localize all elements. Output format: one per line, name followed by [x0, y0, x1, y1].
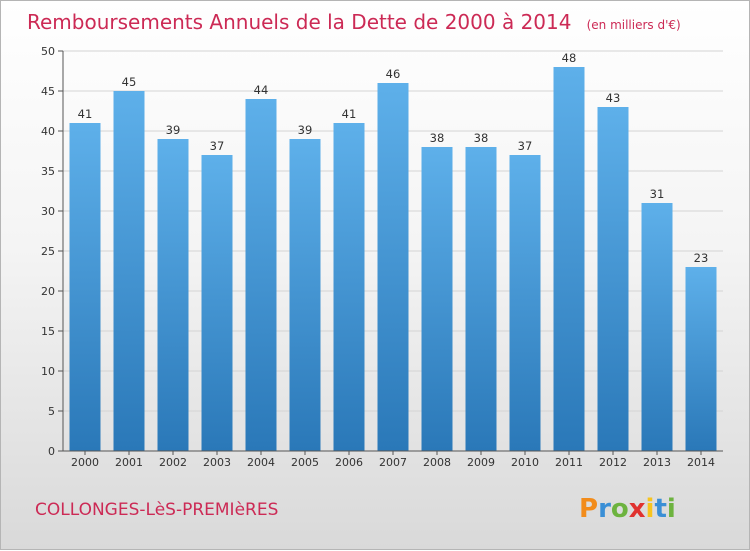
x-tick-label-2007: 2007 [379, 456, 407, 469]
y-tick-label: 50 [41, 45, 55, 58]
value-label-2009: 38 [474, 131, 489, 145]
x-tick-label-2001: 2001 [115, 456, 143, 469]
bar-2000 [69, 123, 101, 451]
x-tick-label-2003: 2003 [203, 456, 231, 469]
x-tick-label-2011: 2011 [555, 456, 583, 469]
chart-title-unit: (en milliers d'€) [587, 18, 681, 32]
y-tick-label: 10 [41, 365, 55, 378]
value-label-2008: 38 [430, 131, 445, 145]
axes: 0 5 10 15 20 25 30 35 40 45 50 2000 2001 2002 2003 2004… [41, 45, 723, 469]
city-name: COLLONGES-LèS-PREMIèRES [35, 500, 278, 520]
bar-series: 41 45 39 37 44 39 41 46 38 38 37 48 43 31 23 [69, 51, 717, 451]
x-tick-label-2002: 2002 [159, 456, 187, 469]
x-tick-label-2009: 2009 [467, 456, 495, 469]
value-label-2001: 45 [122, 75, 137, 89]
x-tick-label-2010: 2010 [511, 456, 539, 469]
y-tick-label: 25 [41, 245, 55, 258]
y-tick-label: 5 [48, 405, 55, 418]
bar-2012 [597, 107, 629, 451]
bar-2001 [113, 91, 145, 451]
value-label-2002: 39 [166, 123, 181, 137]
value-label-2005: 39 [298, 123, 313, 137]
bar-2005 [289, 139, 321, 451]
value-label-2011: 48 [562, 51, 577, 65]
value-label-2014: 23 [694, 251, 709, 265]
bar-2004 [245, 99, 277, 451]
chart-title-main: Remboursements Annuels de la Dette de 20… [27, 10, 571, 34]
bar-2011 [553, 67, 585, 451]
value-label-2013: 31 [650, 187, 665, 201]
y-tick-label: 30 [41, 205, 55, 218]
x-tick-label-2004: 2004 [247, 456, 275, 469]
proxiti-logo: Proxiti [579, 494, 676, 524]
y-tick-label: 0 [48, 445, 55, 458]
y-tick-label: 40 [41, 125, 55, 138]
y-tick-label: 15 [41, 325, 55, 338]
chart-title: Remboursements Annuels de la Dette de 20… [27, 10, 681, 34]
bar-2013 [641, 203, 673, 451]
bar-2008 [421, 147, 453, 451]
x-tick-label-2005: 2005 [291, 456, 319, 469]
bar-2003 [201, 155, 233, 451]
value-label-2012: 43 [606, 91, 621, 105]
y-tick-label: 35 [41, 165, 55, 178]
x-tick-label-2013: 2013 [643, 456, 671, 469]
x-tick-label-2014: 2014 [687, 456, 715, 469]
value-label-2004: 44 [254, 83, 269, 97]
bar-2014 [685, 267, 717, 451]
bar-2006 [333, 123, 365, 451]
value-label-2007: 46 [386, 67, 401, 81]
y-tick-label: 20 [41, 285, 55, 298]
bar-2007 [377, 83, 409, 451]
x-tick-label-2006: 2006 [335, 456, 363, 469]
value-label-2003: 37 [210, 139, 225, 153]
value-label-2010: 37 [518, 139, 533, 153]
bar-2009 [465, 147, 497, 451]
value-label-2006: 41 [342, 107, 357, 121]
x-tick-label-2012: 2012 [599, 456, 627, 469]
value-label-2000: 41 [78, 107, 93, 121]
x-tick-label-2008: 2008 [423, 456, 451, 469]
bar-2002 [157, 139, 189, 451]
y-tick-label: 45 [41, 85, 55, 98]
bar-2010 [509, 155, 541, 451]
x-tick-label-2000: 2000 [71, 456, 99, 469]
